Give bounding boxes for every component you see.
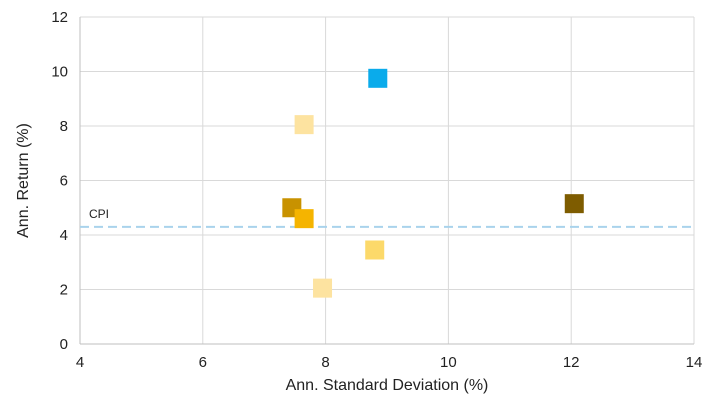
data-point — [365, 240, 385, 260]
tick-labels: 4 6 8 10 12 14 0 2 4 6 8 10 12 — [51, 9, 702, 371]
data-points — [282, 68, 584, 298]
y-tick-label: 2 — [60, 282, 68, 299]
x-tick-label: 4 — [76, 354, 84, 371]
x-axis-title: Ann. Standard Deviation (%) — [286, 377, 489, 394]
cpi-label: CPI — [89, 207, 109, 221]
y-tick-label: 6 — [60, 173, 68, 190]
y-tick-label: 4 — [60, 227, 68, 244]
x-tick-label: 8 — [321, 354, 329, 371]
x-tick-label: 10 — [440, 354, 457, 371]
data-point — [294, 115, 314, 135]
x-tick-label: 14 — [686, 354, 703, 371]
data-point — [368, 68, 388, 88]
cpi-reference: CPI — [80, 207, 694, 228]
data-point — [564, 194, 584, 214]
y-tick-label: 0 — [60, 336, 68, 353]
data-point — [313, 278, 333, 298]
y-tick-label: 10 — [51, 64, 68, 81]
y-axis-title: Ann. Return (%) — [15, 123, 32, 238]
data-point — [294, 209, 314, 229]
axes — [79, 17, 694, 345]
x-tick-label: 12 — [563, 354, 580, 371]
y-tick-label: 12 — [51, 9, 68, 26]
y-tick-label: 8 — [60, 118, 68, 135]
x-tick-label: 6 — [199, 354, 207, 371]
grid — [79, 16, 695, 345]
